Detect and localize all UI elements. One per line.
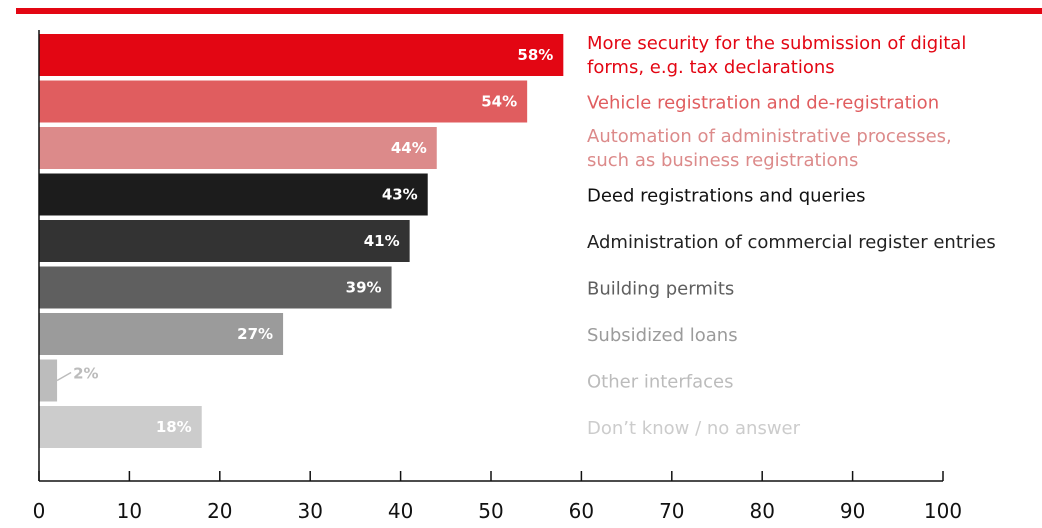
bar-value-label-1: 54% [481, 93, 517, 111]
x-tick-label-9: 90 [840, 499, 865, 523]
bar-7 [39, 359, 58, 402]
category-label-3: Deed registrations and queries [587, 186, 865, 207]
bar-2 [39, 127, 437, 169]
category-label-2: Automation of administrative processes, s… [587, 126, 952, 171]
category-label-8: Don’t know / no answer [587, 418, 801, 439]
bar-6 [39, 313, 284, 355]
x-tick-label-2: 20 [207, 499, 232, 523]
bar-8 [39, 406, 202, 448]
bar-value-label-3: 43% [382, 186, 418, 204]
bar-4 [39, 220, 410, 262]
category-label-0: More security for the submission of digi… [587, 33, 966, 78]
x-tick-label-4: 40 [388, 499, 413, 523]
top-accent-bar [16, 8, 1042, 14]
x-tick-label-3: 30 [297, 499, 322, 523]
bar-0 [39, 34, 564, 76]
bar-value-label-6: 27% [237, 325, 273, 343]
x-tick-label-5: 50 [478, 499, 503, 523]
x-tick-label-10: 100 [924, 499, 962, 523]
category-label-7: Other interfaces [587, 372, 734, 393]
x-tick-label-7: 70 [659, 499, 684, 523]
bar-value-label-5: 39% [346, 279, 382, 297]
bar-value-label-4: 41% [364, 232, 400, 250]
x-axis: 0 10 20 30 40 50 60 70 80 90 100 [33, 30, 962, 523]
bar-3 [39, 173, 428, 216]
bars-group: 58% More security for the submission of d… [39, 33, 996, 448]
bar-value-label-7: 2% [73, 365, 98, 383]
category-label-6: Subsidized loans [587, 325, 738, 346]
bar-value-leader-7 [56, 371, 72, 382]
bar-value-label-0: 58% [517, 46, 553, 64]
bar-5 [39, 266, 392, 309]
x-tick-label-8: 80 [749, 499, 774, 523]
x-tick-label-1: 10 [117, 499, 142, 523]
bar-1 [39, 80, 528, 123]
category-label-4: Administration of commercial register en… [587, 232, 996, 253]
x-tick-label-0: 0 [33, 499, 46, 523]
bar-value-label-2: 44% [391, 139, 427, 157]
bar-value-label-8: 18% [156, 418, 192, 436]
category-label-1: Vehicle registration and de-registration [587, 93, 939, 114]
x-tick-label-6: 60 [569, 499, 594, 523]
category-label-5: Building permits [587, 279, 734, 300]
